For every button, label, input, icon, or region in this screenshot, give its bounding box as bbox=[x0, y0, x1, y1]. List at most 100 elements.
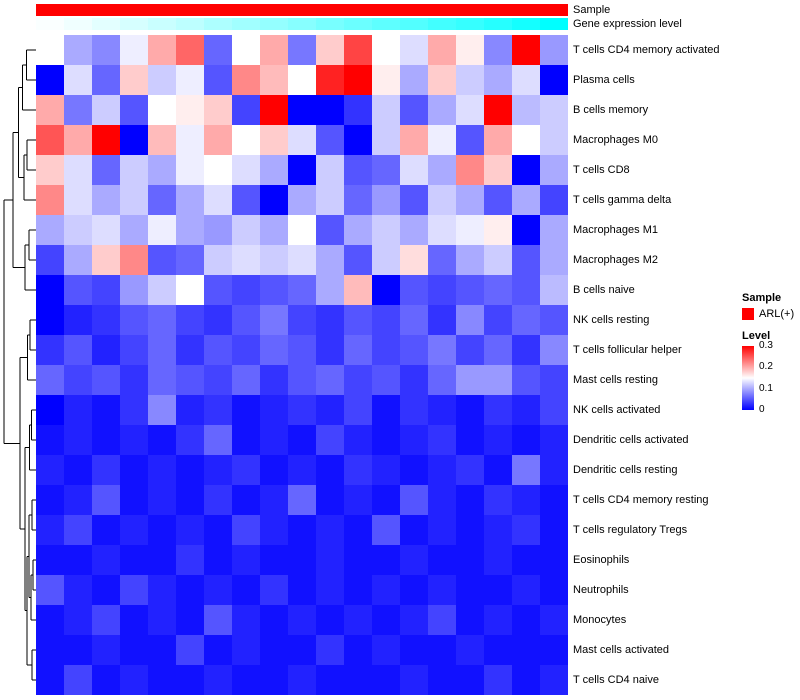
heatmap-cell bbox=[316, 485, 344, 515]
heatmap-cell bbox=[92, 275, 120, 305]
heatmap-cell bbox=[64, 605, 92, 635]
heatmap-cell bbox=[64, 35, 92, 65]
heatmap-cell bbox=[260, 545, 288, 575]
row-label: T cells follicular helper bbox=[573, 344, 682, 356]
heatmap-cell bbox=[176, 665, 204, 695]
sample-annotation-cell bbox=[176, 4, 204, 16]
sample-annotation-cell bbox=[400, 4, 428, 16]
heatmap-cell bbox=[344, 485, 372, 515]
heatmap-cell bbox=[64, 365, 92, 395]
heatmap-cell bbox=[92, 545, 120, 575]
heatmap-cell bbox=[260, 125, 288, 155]
heatmap-cell bbox=[36, 485, 64, 515]
heatmap-cell bbox=[92, 335, 120, 365]
heatmap-cell bbox=[512, 635, 540, 665]
heatmap-cell bbox=[260, 635, 288, 665]
heatmap-cell bbox=[316, 215, 344, 245]
heatmap-cell bbox=[400, 395, 428, 425]
heatmap-cell bbox=[400, 95, 428, 125]
heatmap-cell bbox=[344, 545, 372, 575]
heatmap-cell bbox=[400, 125, 428, 155]
heatmap-cell bbox=[400, 35, 428, 65]
heatmap-cell bbox=[204, 425, 232, 455]
heatmap-cell bbox=[176, 305, 204, 335]
legend-sample-swatch bbox=[742, 308, 754, 320]
heatmap-cell bbox=[260, 605, 288, 635]
heatmap-cell bbox=[288, 425, 316, 455]
heatmap-cell bbox=[120, 455, 148, 485]
heatmap-cell bbox=[512, 245, 540, 275]
gene-expression-annotation-cell bbox=[204, 18, 232, 30]
heatmap-cell bbox=[484, 245, 512, 275]
heatmap-cell bbox=[232, 185, 260, 215]
heatmap-cell bbox=[456, 635, 484, 665]
heatmap-cell bbox=[148, 515, 176, 545]
heatmap-cell bbox=[372, 215, 400, 245]
heatmap-cell bbox=[148, 185, 176, 215]
colorbar-tick-label: 0.1 bbox=[759, 382, 773, 394]
heatmap-cell bbox=[372, 365, 400, 395]
heatmap-cell bbox=[288, 125, 316, 155]
sample-annotation-cell bbox=[64, 4, 92, 16]
heatmap-cell bbox=[204, 635, 232, 665]
heatmap-cell bbox=[316, 365, 344, 395]
heatmap-cell bbox=[344, 215, 372, 245]
heatmap-cell bbox=[456, 425, 484, 455]
heatmap-cell bbox=[64, 515, 92, 545]
heatmap-cell bbox=[204, 245, 232, 275]
heatmap-cell bbox=[428, 245, 456, 275]
sample-annotation-cell bbox=[288, 4, 316, 16]
heatmap-cell bbox=[204, 665, 232, 695]
row-label: Eosinophils bbox=[573, 554, 630, 566]
heatmap-cell bbox=[92, 35, 120, 65]
heatmap-cell bbox=[484, 365, 512, 395]
heatmap-cell bbox=[260, 305, 288, 335]
heatmap-cell bbox=[316, 335, 344, 365]
heatmap-cell bbox=[204, 365, 232, 395]
heatmap-cell bbox=[316, 515, 344, 545]
heatmap-cell bbox=[344, 365, 372, 395]
heatmap-cell bbox=[120, 515, 148, 545]
heatmap-cell bbox=[484, 155, 512, 185]
heatmap-cell bbox=[92, 665, 120, 695]
gene-expression-annotation-cell bbox=[64, 18, 92, 30]
row-label: NK cells resting bbox=[573, 314, 650, 326]
heatmap-cell bbox=[372, 65, 400, 95]
heatmap-cell bbox=[36, 395, 64, 425]
heatmap-cell bbox=[288, 455, 316, 485]
sample-annotation-cell bbox=[428, 4, 456, 16]
heatmap-cell bbox=[260, 425, 288, 455]
heatmap-cell bbox=[288, 35, 316, 65]
heatmap-cell bbox=[344, 245, 372, 275]
heatmap-cell bbox=[512, 485, 540, 515]
heatmap-cell bbox=[512, 455, 540, 485]
heatmap-cell bbox=[400, 455, 428, 485]
heatmap-cell bbox=[540, 245, 568, 275]
heatmap-cell bbox=[400, 605, 428, 635]
heatmap-cell bbox=[120, 245, 148, 275]
heatmap-cell bbox=[64, 275, 92, 305]
heatmap-cell bbox=[428, 95, 456, 125]
heatmap-cell bbox=[148, 635, 176, 665]
heatmap-cell bbox=[456, 485, 484, 515]
heatmap-cell bbox=[428, 485, 456, 515]
colorbar-tick-label: 0.3 bbox=[759, 340, 773, 351]
heatmap-cell bbox=[372, 395, 400, 425]
heatmap-cell bbox=[204, 35, 232, 65]
heatmap-cell bbox=[372, 125, 400, 155]
heatmap-cell bbox=[484, 575, 512, 605]
heatmap-cell bbox=[120, 35, 148, 65]
heatmap-cell bbox=[64, 635, 92, 665]
heatmap-cell bbox=[372, 515, 400, 545]
heatmap-cell bbox=[120, 485, 148, 515]
heatmap-cell bbox=[232, 245, 260, 275]
heatmap-cell bbox=[456, 125, 484, 155]
heatmap-cell bbox=[64, 485, 92, 515]
heatmap-cell bbox=[372, 665, 400, 695]
heatmap-cell bbox=[148, 395, 176, 425]
heatmap-cell bbox=[428, 305, 456, 335]
heatmap-cell bbox=[232, 665, 260, 695]
heatmap-cell bbox=[176, 395, 204, 425]
heatmap-cell bbox=[36, 35, 64, 65]
